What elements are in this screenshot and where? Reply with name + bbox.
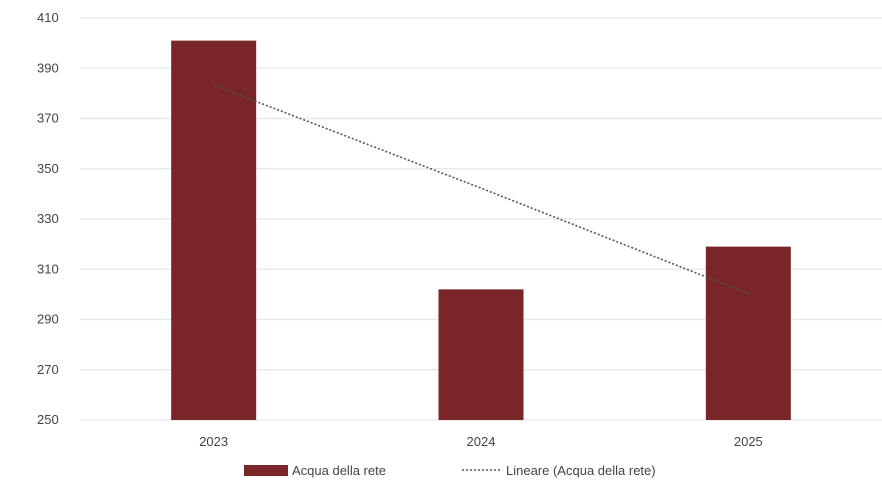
bar [705, 246, 791, 420]
x-tick-label: 2025 [734, 434, 763, 449]
y-tick-label: 270 [37, 362, 59, 377]
x-tick-label: 2024 [467, 434, 496, 449]
bar [438, 289, 524, 420]
legend-trendline-label: Lineare (Acqua della rete) [506, 463, 656, 478]
trendline [213, 84, 749, 295]
x-tick-label: 2023 [199, 434, 228, 449]
y-tick-label: 410 [37, 10, 59, 25]
y-tick-label: 310 [37, 261, 59, 276]
legend: Acqua della rete Lineare (Acqua della re… [244, 463, 656, 478]
bars [171, 40, 791, 421]
y-tick-label: 350 [37, 161, 59, 176]
y-tick-label: 370 [37, 111, 59, 126]
y-tick-label: 250 [37, 412, 59, 427]
trendline-layer [213, 84, 749, 295]
x-axis-tick-labels: 2023 2024 2025 [199, 434, 763, 449]
y-tick-label: 390 [37, 60, 59, 75]
y-tick-label: 330 [37, 211, 59, 226]
bar [171, 40, 257, 421]
y-axis-tick-labels: 250 270 290 310 330 350 370 390 410 [37, 10, 59, 427]
y-tick-label: 290 [37, 312, 59, 327]
legend-bar-label: Acqua della rete [292, 463, 386, 478]
legend-bar-swatch [244, 465, 288, 476]
